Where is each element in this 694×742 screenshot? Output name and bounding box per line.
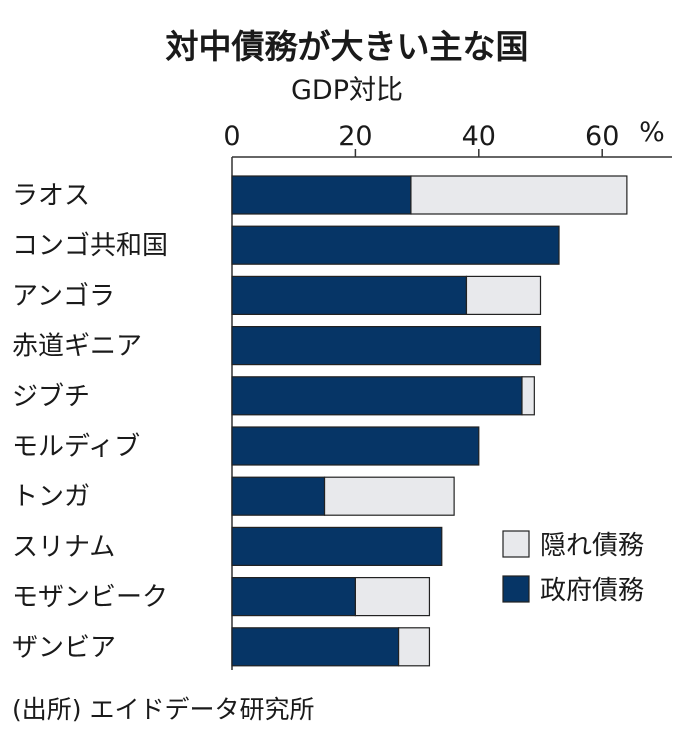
x-tick-label: 0 (223, 121, 240, 152)
bar-government-debt (231, 426, 480, 466)
category-label: 赤道ギニア (12, 332, 142, 362)
bar-government-debt (231, 576, 357, 617)
x-tick-label: 40 (462, 121, 496, 152)
bar-hidden-debt (521, 376, 535, 416)
legend-swatch (502, 575, 530, 603)
bar-government-debt (231, 225, 560, 265)
unit-label: % (639, 117, 665, 148)
legend-swatch (502, 530, 530, 558)
bar-hidden-debt (410, 175, 628, 215)
category-label: トンガ (12, 482, 90, 512)
category-label: ザンビア (12, 633, 116, 663)
category-label: ジブチ (12, 382, 90, 412)
legend-label: 隠れ債務 (540, 531, 644, 561)
category-label: アンゴラ (12, 281, 115, 311)
x-tick-label: 60 (585, 121, 619, 152)
bar-government-debt (231, 175, 412, 215)
category-label: モルディブ (12, 432, 140, 462)
bar-hidden-debt (323, 476, 455, 516)
bar-government-debt (231, 275, 468, 315)
category-label: ラオス (12, 181, 90, 211)
bar-government-debt (231, 526, 443, 567)
source-note: (出所) エイドデータ研究所 (12, 695, 315, 724)
chart-title: 対中債務が大きい主な国 (165, 27, 529, 66)
bar-government-debt (231, 476, 326, 516)
category-label: モザンビーク (12, 583, 168, 613)
legend-label: 政府債務 (540, 576, 644, 606)
category-label: スリナム (12, 532, 115, 562)
x-tick-label: 20 (338, 121, 372, 152)
chart-subtitle: GDP対比 (291, 75, 403, 106)
bar-government-debt (231, 627, 400, 667)
bar-hidden-debt (397, 627, 431, 667)
bar-hidden-debt (354, 576, 431, 617)
category-label: コンゴ共和国 (12, 231, 168, 261)
bar-hidden-debt (465, 275, 542, 315)
bar-government-debt (231, 376, 523, 416)
bar-government-debt (231, 326, 542, 366)
